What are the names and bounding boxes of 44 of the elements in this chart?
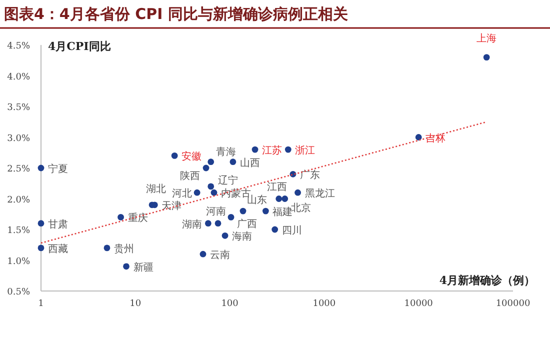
x-tick-label: 10000 <box>404 299 434 309</box>
data-label: 宁夏 <box>48 163 68 175</box>
y-axis-title: 4月CPI同比 <box>48 40 111 53</box>
x-tick-label: 100 <box>221 299 239 309</box>
data-label: 河北 <box>172 188 192 200</box>
y-tick-label: 1.0% <box>7 256 30 267</box>
chart-title: 图表4：4月各省份 CPI 同比与新增确诊病例正相关 <box>4 5 348 23</box>
y-tick-label: 4.0% <box>7 72 30 82</box>
y-tick-label: 0.5% <box>7 288 30 298</box>
data-label: 湖南 <box>182 218 202 230</box>
data-label: 江苏 <box>262 144 282 157</box>
data-label: 黑龙江 <box>304 188 335 200</box>
data-label: 辽宁 <box>218 174 238 186</box>
data-label: 云南 <box>210 249 230 262</box>
data-label: 湖北 <box>146 182 166 195</box>
data-label: 西藏 <box>48 242 68 255</box>
data-label: 青海 <box>216 146 236 158</box>
y-tick-label: 4.5% <box>7 42 30 52</box>
y-tick-label: 3.0% <box>7 134 30 144</box>
data-label: 广西 <box>237 218 258 230</box>
y-tick-label: 2.0% <box>7 195 30 206</box>
data-label: 安徽 <box>182 150 202 163</box>
x-axis-title: 4月新增确诊（例） <box>439 274 535 287</box>
data-label: 吉林 <box>426 132 446 144</box>
data-label: 新疆 <box>133 261 154 274</box>
data-label: 福建 <box>272 206 293 218</box>
data-label: 上海 <box>476 32 497 44</box>
data-label: 甘肃 <box>48 218 68 230</box>
y-tick-label: 3.5% <box>7 103 30 113</box>
data-label: 四川 <box>282 224 302 236</box>
data-label: 贵州 <box>114 242 134 255</box>
x-tick-label: 100000 <box>496 299 530 309</box>
x-tick-label: 10 <box>130 299 142 309</box>
data-label: 陕西 <box>180 170 200 182</box>
x-tick-label: 1000 <box>312 299 336 309</box>
data-label: 河南 <box>206 205 226 218</box>
data-label: 山西 <box>240 156 260 169</box>
data-label: 浙江 <box>295 144 316 157</box>
y-tick-label: 2.5% <box>7 164 30 174</box>
data-label: 海南 <box>232 230 252 243</box>
data-label: 北京 <box>290 202 311 214</box>
data-label: 江西 <box>266 180 287 193</box>
x-tick-label: 1 <box>38 299 44 309</box>
y-tick-label: 1.5% <box>7 226 30 236</box>
